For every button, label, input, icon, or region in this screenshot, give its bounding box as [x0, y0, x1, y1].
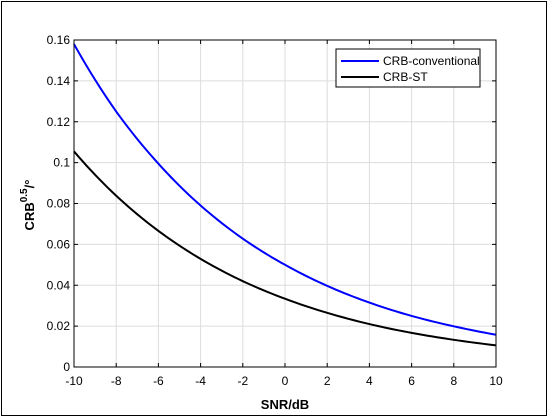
x-tick-label: 2 — [324, 374, 331, 388]
y-axis-label-exponent: 0.5 — [19, 188, 30, 202]
legend-box — [335, 48, 481, 88]
legend: CRB-conventional CRB-ST — [335, 48, 481, 88]
x-tick-label: 10 — [489, 374, 503, 388]
x-tick-label: 4 — [366, 374, 373, 388]
y-tick-label: 0.14 — [47, 74, 71, 88]
x-axis-ticks: -10 -8 -6 -4 -2 0 2 4 6 8 10 — [65, 40, 503, 388]
x-tick-label: 6 — [408, 374, 415, 388]
y-axis-label-unit: /° — [22, 180, 37, 189]
y-tick-label: 0.08 — [47, 197, 71, 211]
y-tick-label: 0 — [63, 360, 70, 374]
y-tick-label: 0.16 — [47, 33, 71, 47]
y-tick-label: 0.04 — [47, 278, 71, 292]
x-tick-label: -2 — [237, 374, 248, 388]
x-tick-label: -8 — [111, 374, 122, 388]
series-lines — [73, 43, 497, 347]
grid — [73, 39, 497, 368]
x-tick-label: 0 — [282, 374, 289, 388]
x-tick-label: -4 — [195, 374, 206, 388]
x-tick-label: -6 — [153, 374, 164, 388]
x-tick-label: 8 — [450, 374, 457, 388]
y-axis-label-base: CRB — [22, 202, 37, 230]
x-tick-label: -10 — [65, 374, 83, 388]
legend-label-crb-st: CRB-ST — [383, 70, 428, 84]
x-axis-label: SNR/dB — [261, 397, 309, 412]
y-axis-label: CRB0.5/° — [19, 180, 37, 231]
y-tick-label: 0.06 — [47, 237, 71, 251]
series-line-crb-conventional — [73, 43, 497, 336]
series-line-crb-st — [73, 150, 497, 347]
y-tick-label: 0.12 — [47, 115, 71, 129]
y-tick-label: 0.02 — [47, 319, 71, 333]
plot-area-border — [73, 39, 497, 368]
y-tick-label: 0.1 — [53, 156, 70, 170]
legend-label-crb-conventional: CRB-conventional — [383, 54, 480, 68]
